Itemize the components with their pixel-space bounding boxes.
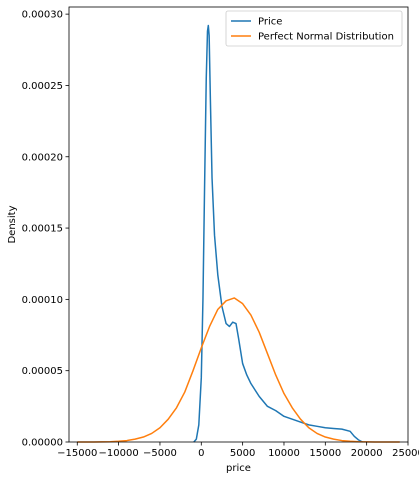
x-tick-label: 15000 [309, 448, 341, 459]
series-line-1 [77, 297, 400, 443]
series-line-0 [193, 24, 363, 443]
y-tick-label: 0.00020 [22, 152, 63, 163]
y-tick-label: 0.00015 [22, 224, 63, 235]
x-tick-label: 5000 [230, 448, 255, 459]
legend-box [225, 10, 403, 47]
x-tick-label: 0 [198, 448, 204, 459]
y-tick-label: 0.00025 [22, 81, 63, 92]
y-tick-label: 0.00030 [22, 10, 63, 21]
legend-label-1: Perfect Normal Distribution [258, 32, 394, 43]
x-tick-label: −10000 [99, 448, 139, 459]
x-tick-label: 10000 [268, 448, 300, 459]
x-tick-label: −15000 [57, 448, 97, 459]
y-tick-label: 0.00010 [22, 295, 63, 306]
y-axis-label: Density [7, 205, 18, 243]
legend: Price Perfect Normal Distribution [225, 10, 403, 47]
x-tick-label: −5000 [143, 448, 177, 459]
plot-frame [68, 6, 409, 443]
x-tick-label: 20000 [351, 448, 383, 459]
y-tick-label: 0.00005 [22, 366, 63, 377]
x-axis-label: price [226, 463, 251, 474]
legend-label-0: Price [258, 17, 282, 28]
y-tick-label: 0.00000 [22, 438, 63, 449]
